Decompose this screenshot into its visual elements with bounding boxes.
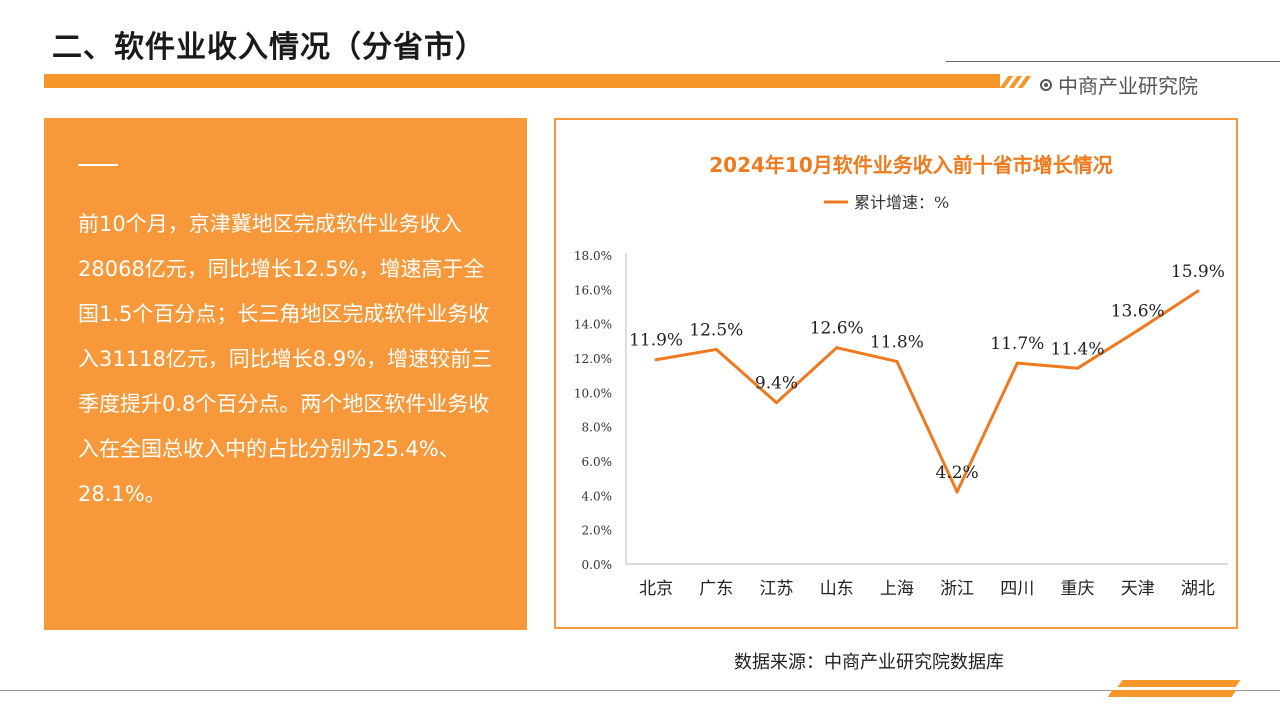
data-point xyxy=(835,346,839,350)
data-source: 数据来源：中商产业研究院数据库 xyxy=(734,652,1004,673)
header-bar xyxy=(44,74,1000,88)
data-point xyxy=(1015,361,1019,365)
x-tick-label: 上海 xyxy=(880,579,914,599)
y-tick-label: 16.0% xyxy=(574,283,612,297)
data-label: 4.2% xyxy=(935,463,978,483)
legend-label: 累计增速：% xyxy=(854,193,949,212)
data-point xyxy=(955,490,959,494)
summary-text: 前10个月，京津冀地区完成软件业务收入28068亿元，同比增长12.5%，增速高… xyxy=(78,212,493,506)
data-point xyxy=(1076,366,1079,370)
data-label: 15.9% xyxy=(1171,262,1225,282)
chart-container: 2024年10月软件业务收入前十省市增长情况累计增速：% 0.0% 2.0% 4.0%… xyxy=(554,118,1238,629)
summary-panel: 前10个月，京津冀地区完成软件业务收入28068亿元，同比增长12.5%，增速高… xyxy=(44,118,527,630)
y-tick-label: 12.0% xyxy=(574,352,612,366)
panel-divider xyxy=(78,164,118,166)
data-point xyxy=(775,401,778,405)
footer-stripes xyxy=(1100,676,1250,716)
data-label: 11.9% xyxy=(629,331,683,351)
brand-name: 中商产业研究院 xyxy=(1058,74,1198,98)
data-label: 11.4% xyxy=(1050,339,1104,359)
y-tick-label: 14.0% xyxy=(574,318,612,332)
x-tick-label: 山东 xyxy=(820,579,854,599)
page-title: 二、软件业收入情况（分省市） xyxy=(52,30,486,65)
y-tick-label: 8.0% xyxy=(582,421,613,435)
x-tick-label: 天津 xyxy=(1121,579,1155,599)
x-tick-label: 湖北 xyxy=(1181,579,1215,599)
data-point xyxy=(1136,329,1140,333)
y-tick-label: 4.0% xyxy=(582,489,613,503)
data-label: 13.6% xyxy=(1111,302,1165,322)
y-tick-label: 0.0% xyxy=(582,558,613,572)
series-line xyxy=(655,289,1199,494)
data-point xyxy=(895,359,899,363)
brand-logo-icon xyxy=(1040,78,1052,91)
data-label: 11.7% xyxy=(990,334,1044,354)
y-tick-label: 6.0% xyxy=(582,455,613,469)
header-rule xyxy=(946,61,1280,62)
data-label: 12.5% xyxy=(689,320,743,340)
brand: 中商产业研究院 xyxy=(1040,70,1198,99)
data-label: 11.8% xyxy=(870,332,924,352)
x-tick-label: 四川 xyxy=(1000,579,1034,599)
data-point xyxy=(714,347,718,351)
x-tick-label: 北京 xyxy=(639,579,673,599)
data-label: 9.4% xyxy=(755,374,798,394)
x-tick-label: 广东 xyxy=(699,579,733,599)
x-tick-label: 浙江 xyxy=(940,579,974,599)
chart-title: 2024年10月软件业务收入前十省市增长情况 xyxy=(709,153,1113,177)
x-tick-label: 重庆 xyxy=(1061,579,1095,599)
y-tick-label: 10.0% xyxy=(574,386,612,400)
data-point xyxy=(1196,289,1200,293)
y-tick-label: 2.0% xyxy=(582,524,613,538)
data-point xyxy=(654,358,658,362)
footer-rule xyxy=(0,690,1280,691)
data-label: 12.6% xyxy=(810,319,864,339)
x-tick-label: 江苏 xyxy=(760,579,794,599)
y-tick-label: 18.0% xyxy=(574,249,612,263)
